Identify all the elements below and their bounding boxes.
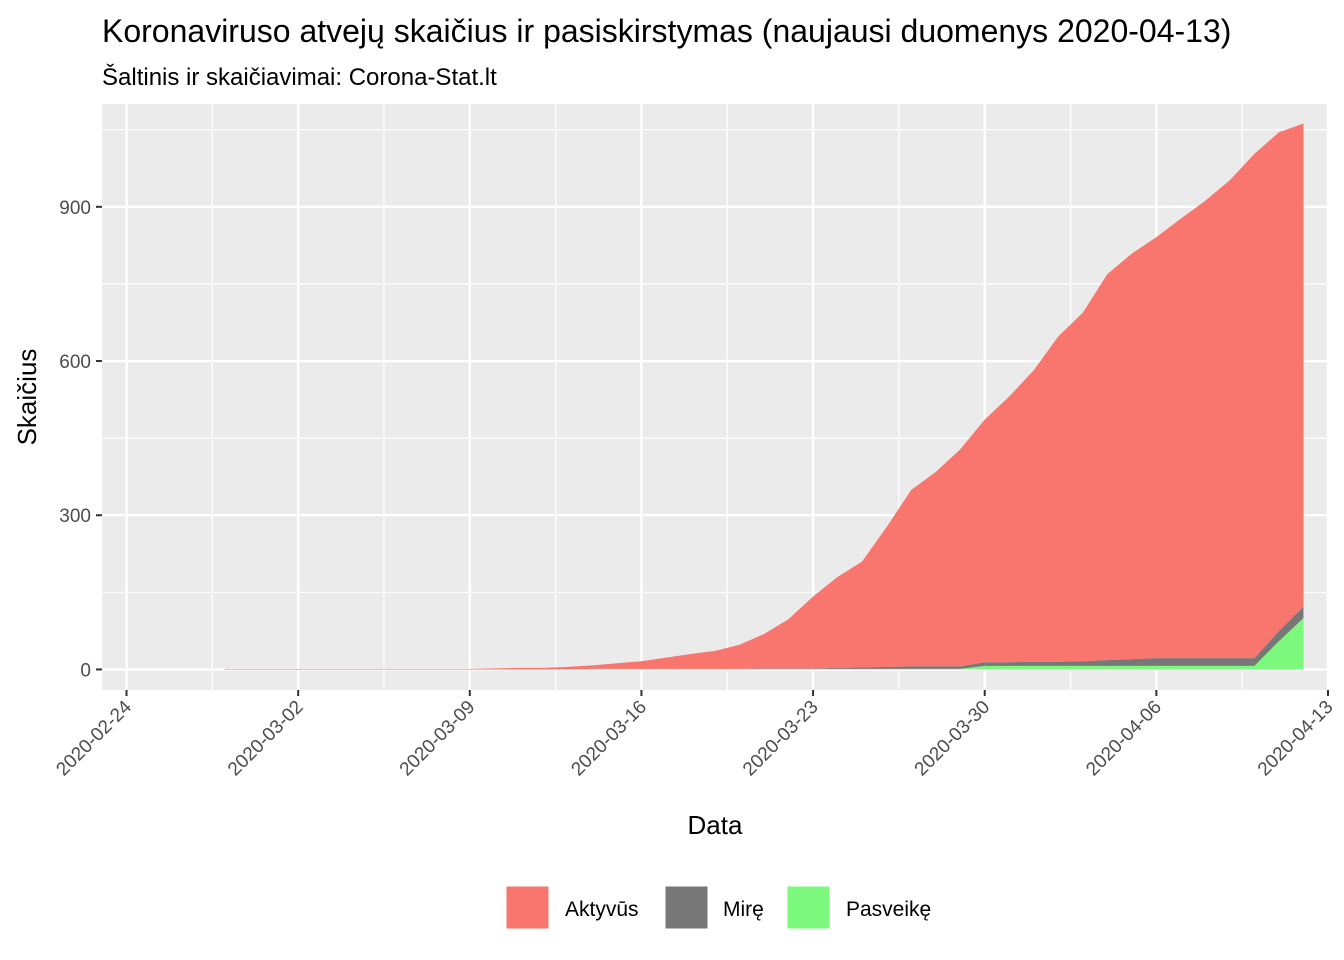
area-aktyvus xyxy=(224,123,1304,670)
legend-label-pasveike: Pasveikę xyxy=(846,898,931,921)
plot-panel xyxy=(102,104,1330,690)
y-tick-label: 0 xyxy=(80,660,91,681)
area-layers xyxy=(224,123,1304,670)
y-axis-title: Skaičius xyxy=(12,349,42,446)
y-axis: 0 300 600 900 xyxy=(59,198,102,681)
legend-key-mire xyxy=(664,885,709,930)
legend-key-pasveike xyxy=(786,885,831,930)
legend-label-aktyvus: Aktyvūs xyxy=(565,898,639,921)
legend: Aktyvūs Mirę Pasveikę xyxy=(505,885,931,930)
area-mire xyxy=(224,606,1304,670)
chart-title: Koronaviruso atvejų skaičius ir pasiskir… xyxy=(102,13,1231,49)
y-tick-label: 600 xyxy=(59,352,91,373)
legend-key-aktyvus xyxy=(505,885,550,930)
y-tick-label: 900 xyxy=(59,198,91,219)
x-axis: 2020-02-24 2020-03-02 2020-03-09 2020-03-16… xyxy=(52,690,1338,781)
x-tick-label: 2020-03-23 xyxy=(739,697,823,781)
x-tick-label: 2020-03-09 xyxy=(396,697,480,781)
x-tick-label: 2020-04-06 xyxy=(1082,697,1166,781)
x-tick-label: 2020-03-16 xyxy=(567,697,651,781)
y-tick-label: 300 xyxy=(59,506,91,527)
x-tick-label: 2020-03-30 xyxy=(911,697,995,781)
x-tick-label: 2020-04-13 xyxy=(1254,697,1338,781)
x-axis-title: Data xyxy=(688,810,743,840)
chart-subtitle: Šaltinis ir skaičiavimai: Corona-Stat.lt xyxy=(102,63,497,91)
legend-label-mire: Mirę xyxy=(723,898,764,921)
x-tick-label: 2020-03-02 xyxy=(224,697,308,781)
x-tick-label: 2020-02-24 xyxy=(52,696,136,780)
